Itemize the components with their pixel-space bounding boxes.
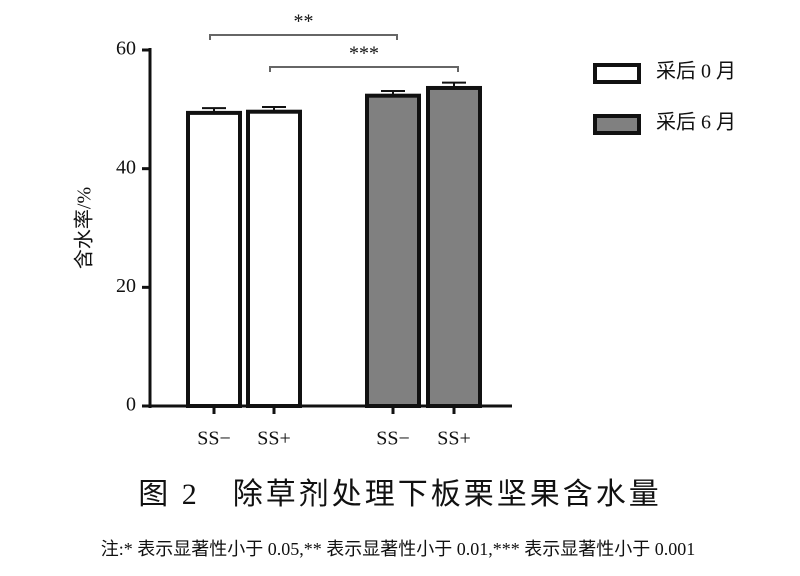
significance-bracket: [269, 66, 459, 72]
x-tick-label: SS+: [257, 428, 291, 450]
y-axis-label: 含水率/%: [73, 187, 96, 269]
legend-swatch: [593, 114, 641, 135]
significance-label: **: [294, 11, 314, 33]
bar: [246, 109, 302, 408]
y-tick-label: 60: [116, 38, 136, 60]
caption: 图 2 除草剂处理下板栗坚果含水量: [138, 478, 662, 511]
x-tick-label: SS+: [437, 428, 471, 450]
bar: [186, 110, 242, 408]
x-tick-label: SS−: [376, 428, 410, 450]
bar: [365, 93, 421, 408]
bar: [426, 85, 482, 409]
legend-label: 采后 0 月: [656, 60, 736, 83]
legend-label: 采后 6 月: [656, 111, 736, 134]
y-tick-label: 40: [116, 156, 136, 178]
significance-bracket: [209, 34, 398, 40]
x-tick-label: SS−: [197, 428, 231, 450]
significance-label: ***: [349, 43, 379, 65]
y-tick-label: 0: [126, 394, 136, 416]
note: 注:* 表示显著性小于 0.05,** 表示显著性小于 0.01,*** 表示显…: [101, 539, 696, 559]
y-tick-label: 20: [116, 275, 136, 297]
legend-swatch: [593, 63, 641, 84]
